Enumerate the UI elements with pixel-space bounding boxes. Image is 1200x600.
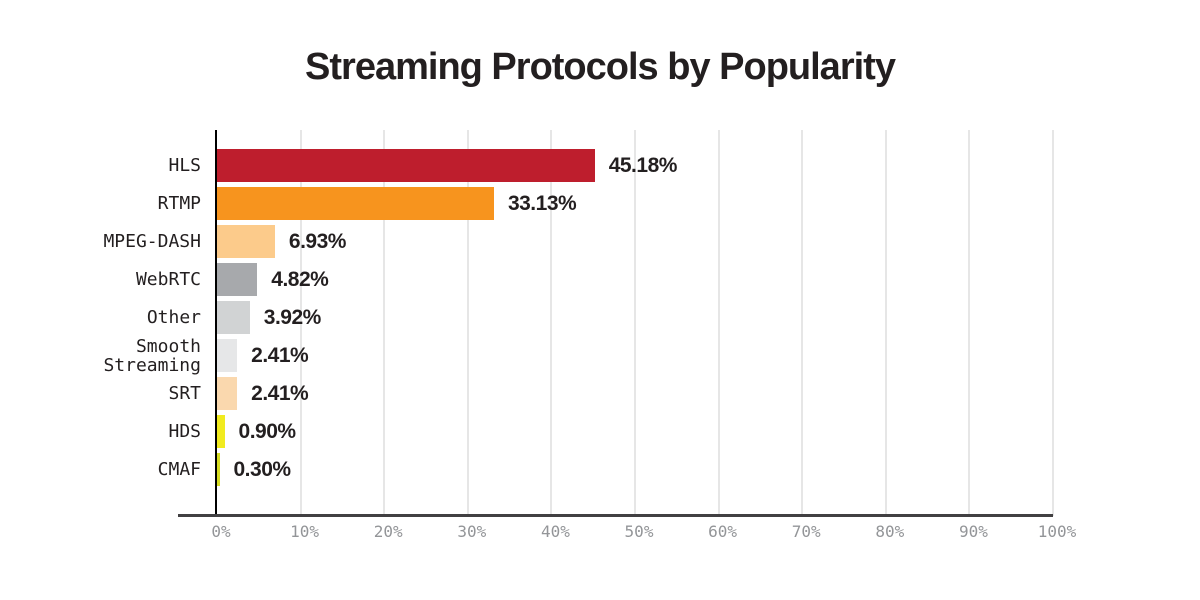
category-label-cell: MPEG-DASH [0,225,217,258]
category-label: RTMP [157,193,201,214]
bar-row: Smooth Streaming 2.41% [0,335,1200,377]
bar-cell: 2.41% [217,339,1200,372]
x-tick-label: 80% [875,522,905,541]
category-label: Other [146,307,201,328]
value-label: 0.90% [238,419,297,443]
x-tick-label: 60% [708,522,738,541]
value-label: 33.13% [507,191,577,215]
x-tick-label: 50% [624,522,654,541]
bar-rtmp [217,187,494,220]
category-label-cell: WebRTC [0,263,217,296]
x-tick-label: 30% [457,522,487,541]
bar-cell: 33.13% [217,187,1200,220]
bar-row: CMAF 0.30% [0,453,1200,491]
x-axis-line [178,514,1053,517]
gridline [968,130,971,516]
bar-webrtc [217,263,258,296]
x-tick-label: 40% [540,522,570,541]
category-label-cell: HLS [0,149,217,182]
gridline [634,130,636,516]
value-label: 0.30% [233,457,292,481]
category-label-cell: RTMP [0,187,217,220]
bar-smooth-streaming [217,339,238,372]
category-label-cell: SRT [0,377,217,410]
x-tick-label: 0% [211,522,231,541]
bar-cell: 6.93% [217,225,1200,258]
bar-cmaf [217,453,220,486]
bar-row: SRT 2.41% [0,377,1200,415]
category-label: HLS [168,155,201,176]
category-label: SRT [168,383,201,404]
value-label: 45.18% [608,153,678,177]
bar-mpeg-dash [217,225,275,258]
category-label-cell: Smooth Streaming [0,335,217,376]
category-label: WebRTC [135,269,201,290]
category-label-cell: Other [0,301,217,334]
bar-row: WebRTC 4.82% [0,263,1200,301]
bar-cell: 0.30% [217,453,1200,486]
chart-title: Streaming Protocols by Popularity [305,46,896,88]
bar-hds [217,415,225,448]
bar-other [217,301,250,334]
bar-cell: 0.90% [217,415,1200,448]
gridline [884,130,887,516]
bar-row: MPEG-DASH 6.93% [0,225,1200,263]
bar-row: Other 3.92% [0,301,1200,339]
gridline [717,130,720,516]
value-label: 2.41% [251,343,309,367]
value-label: 4.82% [271,267,329,291]
bar-rows-group: HLS 45.18% RTMP 33.13% MPEG-DASH 6.93% WebRTC 4… [0,149,1200,491]
x-tick-label: 20% [373,522,403,541]
bar-row: HDS 0.90% [0,415,1200,453]
gridline [466,130,469,516]
gridline [299,130,302,516]
gridline [1052,130,1054,516]
gridline [801,130,804,516]
category-label: MPEG-DASH [103,231,201,252]
bar-cell: 3.92% [217,301,1200,334]
bar-row: RTMP 33.13% [0,187,1200,225]
value-label: 2.41% [251,381,309,405]
category-label: CMAF [157,459,201,480]
bar-cell: 4.82% [217,263,1200,296]
category-label-cell: HDS [0,415,217,448]
value-label: 3.92% [263,305,322,329]
bar-hls [217,149,595,182]
bar-cell: 45.18% [217,149,1200,182]
x-tick-label: 70% [791,522,821,541]
category-label: Smooth Streaming [103,335,201,376]
bar-row: HLS 45.18% [0,149,1200,187]
bar-srt [217,377,238,410]
x-tick-label: 100% [1037,522,1077,541]
value-label: 6.93% [288,229,347,253]
gridline [383,130,386,516]
x-tick-label: 10% [290,522,320,541]
gridline [550,130,553,516]
x-tick-label: 90% [958,522,988,541]
y-axis-line [215,130,217,516]
bar-cell: 2.41% [217,377,1200,410]
category-label: HDS [168,421,201,442]
category-label-cell: CMAF [0,453,217,486]
